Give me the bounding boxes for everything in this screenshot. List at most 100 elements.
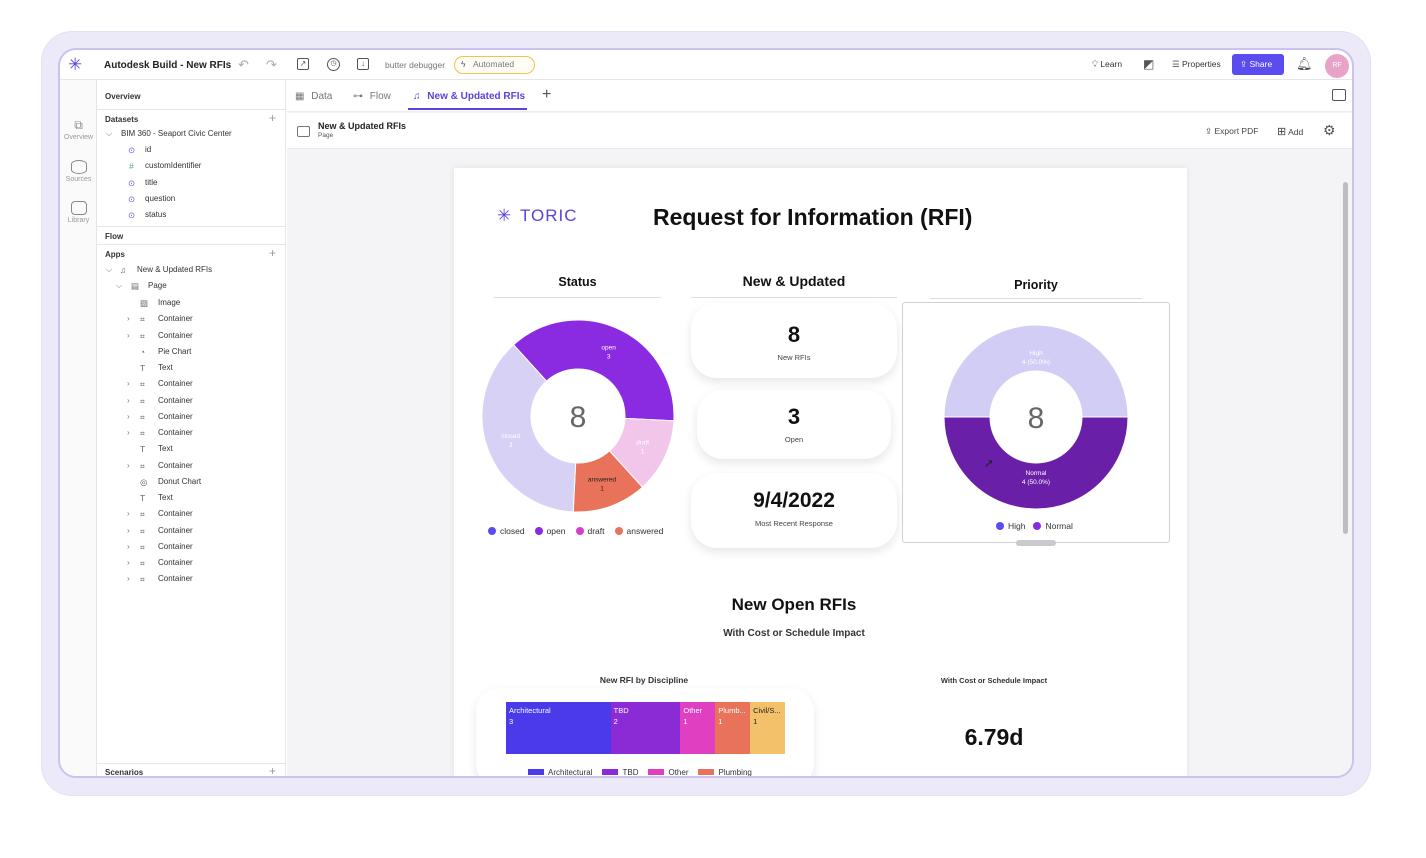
tree-component-image[interactable]: ▨ Image <box>97 298 286 314</box>
component-label: Container <box>158 525 193 535</box>
debugger-label[interactable]: butter debugger <box>385 60 446 70</box>
history-icon[interactable]: ◷ <box>327 58 340 71</box>
add-component-button[interactable]: ⊞ Add <box>1277 125 1303 138</box>
rail-item-library[interactable]: Library <box>60 201 97 224</box>
donut-center-value: 8 <box>1028 402 1045 435</box>
legend-item-other[interactable]: Other <box>648 768 688 776</box>
add-app-icon[interactable]: + <box>268 246 276 260</box>
discipline-stacked-bar[interactable]: Architectural 3 TBD 2 Other 1 Plumb... 1 Civil/S… <box>506 702 785 754</box>
tree-page[interactable]: ⌵ ▤ Page <box>97 281 286 297</box>
share-label: Share <box>1249 59 1273 69</box>
kpi-open[interactable]: 3 Open <box>697 390 891 459</box>
resize-handle[interactable] <box>1016 540 1056 546</box>
settings-gear-icon[interactable]: ⚙ <box>1323 122 1336 138</box>
bar-segment-tbd[interactable]: TBD 2 <box>610 702 681 754</box>
bar-segment-civil-site[interactable]: Civil/S... 1 <box>750 702 785 754</box>
tree-component-container[interactable]: › ⌗ Container <box>97 331 286 347</box>
tree-component-text[interactable]: T Text <box>97 363 286 379</box>
toric-logo-icon[interactable]: ✳ <box>68 55 83 74</box>
page-panel-icon[interactable] <box>297 126 310 137</box>
legend-item-architectural[interactable]: Architectural <box>528 768 592 776</box>
share-button[interactable]: ⇪ Share <box>1232 54 1284 75</box>
tree-component-pie-chart[interactable]: ◔ Pie Chart <box>97 347 286 363</box>
properties-button[interactable]: ☰ Properties <box>1172 59 1221 70</box>
tree-component-text[interactable]: T Text <box>97 493 286 509</box>
slice-label: closed <box>501 433 520 440</box>
automated-badge[interactable]: ϟ Automated <box>454 56 535 74</box>
bar-segment-architectural[interactable]: Architectural 3 <box>506 702 611 754</box>
kpi-most-recent-response[interactable]: 9/4/2022 Most Recent Response <box>691 473 897 548</box>
legend-label: Plumbing <box>718 768 752 777</box>
avatar[interactable]: RF <box>1325 54 1349 78</box>
tab-data[interactable]: ▦ Data <box>295 91 332 102</box>
main-scrollbar[interactable] <box>1343 182 1348 534</box>
field-title[interactable]: ⊙ title <box>97 178 286 194</box>
field-id[interactable]: ⊙ id <box>97 145 286 161</box>
legend-label: TBD <box>622 768 639 777</box>
learn-button[interactable]: 💡︎ Learn <box>1092 59 1122 70</box>
open-external-icon[interactable]: ↗ <box>297 58 309 70</box>
priority-pie-chart[interactable]: High 4 (50.0%) Normal 4 (50.0%) 8 <box>941 322 1131 512</box>
field-customidentifier[interactable]: # customIdentifier <box>97 161 286 177</box>
toric-logo: ✳ TORIC <box>497 206 578 226</box>
kpi-new-rfis[interactable]: 8 New RFIs <box>691 303 897 378</box>
tree-component-text[interactable]: T Text <box>97 444 286 460</box>
slice-open[interactable] <box>512 319 675 422</box>
tab-flow[interactable]: ⊶ Flow <box>353 91 391 102</box>
tree-component-container[interactable]: › ⌗ Container <box>97 509 286 525</box>
legend-item-tbd[interactable]: TBD <box>602 768 639 777</box>
tree-app[interactable]: ⌵ ♫ New & Updated RFIs <box>97 265 286 281</box>
discipline-title: New RFI by Discipline <box>599 675 689 685</box>
tree-component-container[interactable]: › ⌗ Container <box>97 396 286 412</box>
legend-swatch <box>602 769 619 775</box>
add-scenario-icon[interactable]: + <box>268 764 276 778</box>
undo-icon[interactable]: ↶ <box>238 57 249 72</box>
rail-item-sources[interactable]: Sources <box>60 160 97 183</box>
field-status-label: status <box>145 210 167 219</box>
bar-segment-plumbing[interactable]: Plumb... 1 <box>715 702 751 754</box>
split-view-icon[interactable] <box>1332 89 1346 101</box>
legend-item-closed[interactable]: closed <box>488 526 525 536</box>
legend-item-plumbing[interactable]: Plumbing <box>698 768 752 777</box>
tree-component-container[interactable]: › ⌗ Container <box>97 412 286 428</box>
tree-component-container[interactable]: › ⌗ Container <box>97 558 286 574</box>
tree-component-container[interactable]: › ⌗ Container <box>97 526 286 542</box>
tree-component-donut-chart[interactable]: ◎ Donut Chart <box>97 477 286 493</box>
legend-item-draft[interactable]: draft <box>575 526 605 536</box>
tree-component-container[interactable]: › ⌗ Container <box>97 542 286 558</box>
container-icon: ⌗ <box>140 379 145 390</box>
impact-value: 6.79d <box>964 724 1024 750</box>
add-dataset-icon[interactable]: + <box>268 111 276 125</box>
bell-icon[interactable]: 🔔︎ <box>1296 56 1313 71</box>
export-pdf-button[interactable]: ⇪ Export PDF <box>1205 126 1258 137</box>
slice-closed[interactable] <box>481 344 577 513</box>
status-pie-chart[interactable]: open 3 draft 1 answered 1 closed 3 8 <box>478 318 678 518</box>
sidebar-flow-header[interactable]: Flow <box>105 232 124 241</box>
legend-item-normal[interactable]: Normal <box>1033 521 1073 531</box>
tree-component-container[interactable]: › ⌗ Container <box>97 379 286 395</box>
redo-icon[interactable]: ↷ <box>266 57 277 72</box>
tab-new-updated-rfis[interactable]: ♫ New & Updated RFIs <box>413 91 525 102</box>
add-tab-icon[interactable]: + <box>542 86 552 103</box>
rail-item-overview[interactable]: ⧉ Overview <box>60 118 97 141</box>
lightning-icon: ϟ <box>461 59 466 69</box>
bar-segment-other[interactable]: Other 1 <box>680 702 716 754</box>
chevron-right-icon: › <box>127 395 130 405</box>
download-icon[interactable]: ↓ <box>357 58 369 70</box>
container-icon: ⌗ <box>140 509 145 520</box>
slice-normal[interactable] <box>943 416 1129 510</box>
tree-component-container[interactable]: › ⌗ Container <box>97 428 286 444</box>
sidebar-overview[interactable]: Overview <box>105 92 141 101</box>
legend-item-answered[interactable]: answered <box>614 526 663 536</box>
tree-dataset[interactable]: ⌵ BIM 360 - Seaport Civic Center <box>97 129 286 145</box>
field-question[interactable]: ⊙ question <box>97 194 286 210</box>
field-status[interactable]: ⊙ status <box>97 210 286 226</box>
legend-item-high[interactable]: High <box>996 521 1025 531</box>
tree-component-container[interactable]: › ⌗ Container <box>97 574 286 590</box>
legend-item-open[interactable]: open <box>534 526 566 536</box>
tree-component-container[interactable]: › ⌗ Container <box>97 314 286 330</box>
theme-icon[interactable]: ◩ <box>1143 57 1155 71</box>
tree-component-container[interactable]: › ⌗ Container <box>97 461 286 477</box>
slice-high[interactable] <box>943 324 1129 418</box>
chevron-right-icon: › <box>127 428 130 437</box>
